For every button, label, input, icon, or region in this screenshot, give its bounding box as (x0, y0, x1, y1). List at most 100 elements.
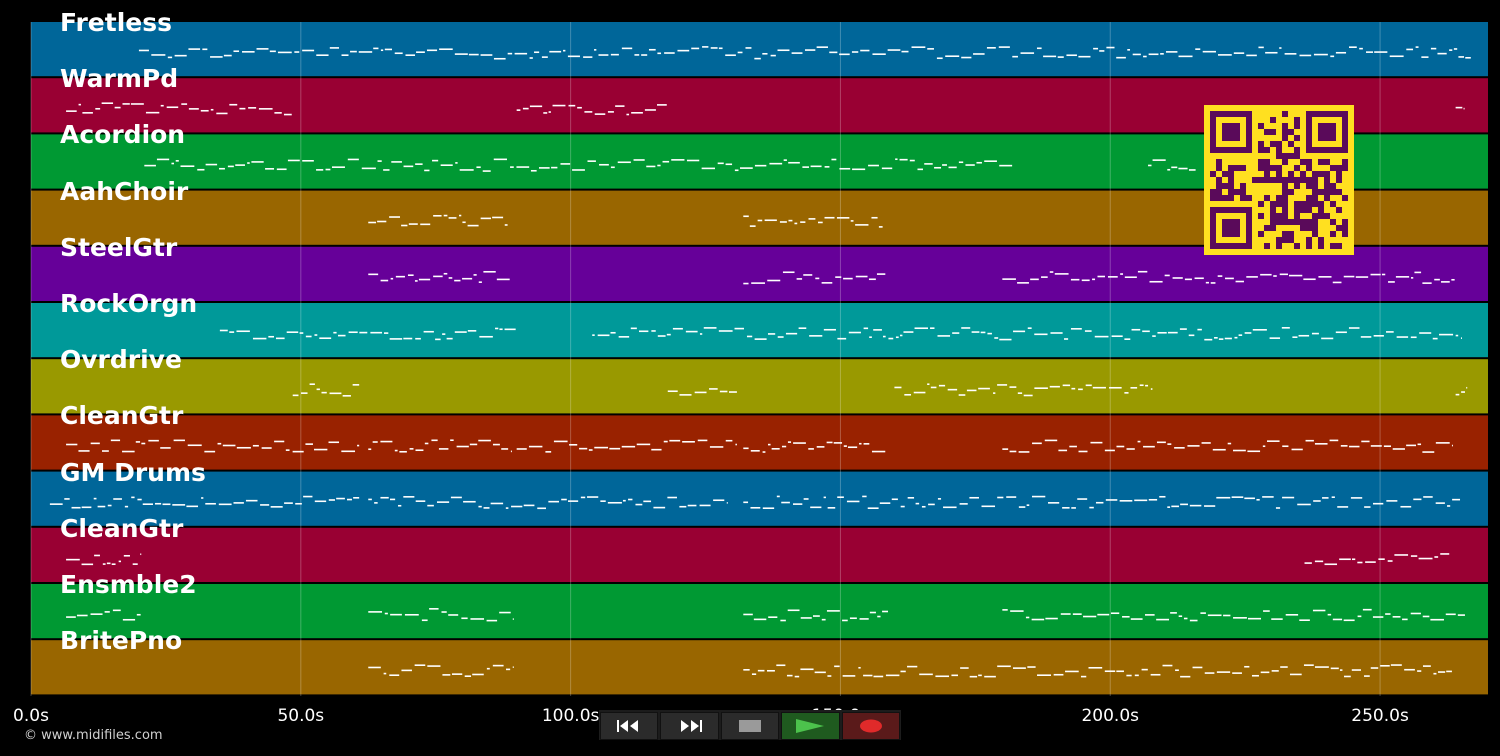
note (568, 500, 579, 502)
note (1006, 496, 1017, 498)
note (599, 163, 609, 166)
qr-module (1240, 189, 1246, 195)
rewind-button[interactable] (600, 712, 659, 740)
note (615, 105, 625, 107)
track-name: Acordion (60, 120, 186, 150)
note (305, 443, 313, 445)
note (960, 667, 969, 669)
play-button[interactable] (781, 712, 840, 740)
note (467, 330, 477, 332)
note (718, 47, 723, 50)
note (1204, 505, 1216, 507)
note (292, 394, 299, 397)
note (1120, 273, 1124, 275)
note (697, 439, 708, 442)
qr-module (1282, 189, 1288, 195)
note (1092, 386, 1106, 389)
note (867, 507, 879, 510)
fast-forward-button[interactable] (660, 712, 719, 740)
note (450, 496, 462, 499)
note (462, 277, 473, 280)
note (76, 614, 88, 617)
note (1351, 558, 1356, 561)
note (1225, 277, 1234, 280)
qr-module (1324, 177, 1330, 183)
note (984, 675, 996, 678)
note (1233, 52, 1245, 54)
note (798, 327, 807, 329)
track-name: AahChoir (60, 176, 189, 206)
note (767, 333, 776, 335)
qr-module (1270, 219, 1276, 225)
qr-module (1306, 237, 1312, 243)
note (682, 440, 695, 443)
note (734, 169, 739, 172)
note (703, 327, 717, 329)
qr-module (1306, 225, 1312, 231)
stop-icon (739, 720, 762, 732)
note (858, 666, 861, 669)
qr-module (1228, 171, 1234, 177)
note (492, 664, 504, 667)
note (1390, 664, 1402, 666)
note (936, 57, 943, 60)
qr-module (1276, 177, 1282, 183)
note (1002, 448, 1009, 450)
note (610, 331, 616, 334)
note (1292, 336, 1298, 338)
note (1002, 278, 1016, 280)
note (1119, 500, 1133, 502)
note (175, 160, 179, 162)
note (112, 609, 121, 612)
note (1357, 561, 1363, 564)
note (368, 448, 372, 451)
note (1167, 168, 1171, 171)
note (1036, 47, 1042, 50)
note (1440, 553, 1450, 555)
note (796, 278, 803, 280)
note (1094, 335, 1109, 338)
note (1389, 55, 1404, 58)
note (966, 389, 977, 392)
qr-module (1306, 177, 1312, 183)
note (779, 221, 787, 223)
note (492, 216, 504, 219)
note (429, 608, 439, 610)
note (907, 665, 918, 668)
note (594, 113, 606, 115)
note (901, 50, 909, 53)
note (702, 46, 709, 48)
note (737, 51, 743, 54)
note (448, 614, 459, 616)
record-button[interactable] (841, 712, 901, 740)
note (476, 166, 481, 169)
note (812, 615, 820, 617)
qr-module (1210, 171, 1216, 177)
note (268, 335, 275, 338)
note (1069, 445, 1077, 448)
note (1422, 451, 1435, 453)
note (1216, 496, 1231, 499)
note (1364, 675, 1370, 677)
note (836, 217, 850, 219)
note (895, 158, 898, 161)
note (478, 505, 482, 508)
note (1157, 331, 1167, 334)
note (1370, 445, 1382, 447)
note (1280, 666, 1288, 668)
note (1034, 387, 1048, 389)
qr-module (1324, 189, 1330, 195)
note (743, 215, 749, 218)
stop-button[interactable] (720, 712, 780, 740)
qr-module (1336, 243, 1342, 249)
qr-module (1240, 195, 1246, 201)
note (512, 666, 514, 668)
note (472, 673, 484, 676)
note (415, 449, 424, 452)
note (607, 111, 614, 113)
note (390, 613, 402, 616)
qr-module (1288, 237, 1294, 243)
note (316, 388, 320, 391)
note (863, 443, 870, 445)
note (229, 331, 235, 333)
